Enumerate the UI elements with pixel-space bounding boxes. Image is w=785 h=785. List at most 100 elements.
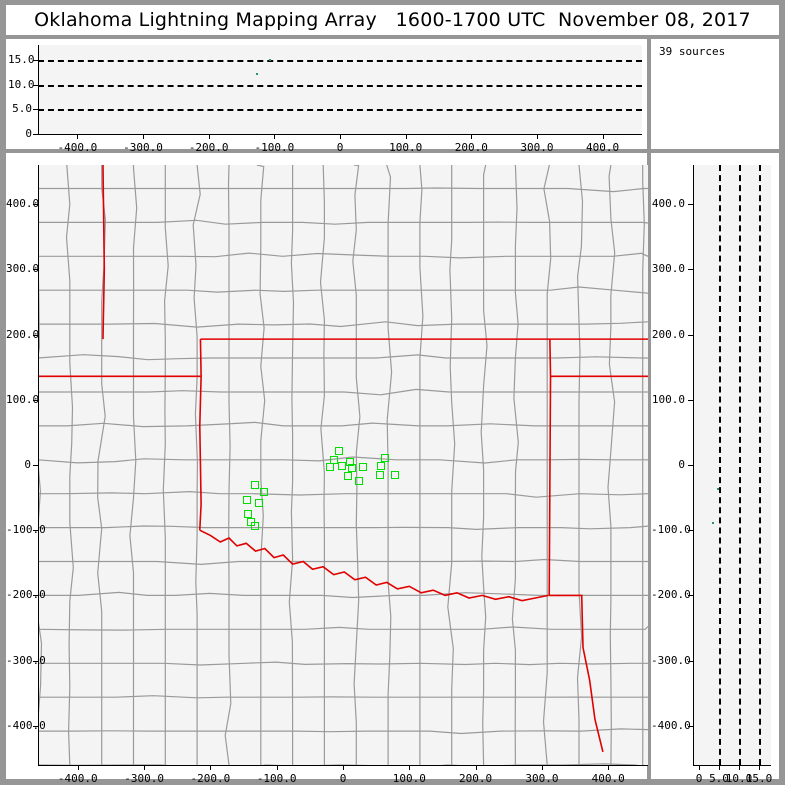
time-height-x-ticklabel: 0 bbox=[336, 141, 344, 154]
map-y-ticklabel: -400.0 bbox=[6, 718, 46, 732]
time-height-x-ticklabel: -200.0 bbox=[188, 141, 229, 154]
map-x-tick bbox=[276, 765, 278, 770]
map-x-tick bbox=[409, 765, 411, 770]
map-y-tick bbox=[33, 204, 38, 206]
map-y-ticklabel: -300.0 bbox=[6, 653, 46, 667]
height-east-gridline bbox=[759, 165, 761, 765]
map-x-tick bbox=[541, 765, 543, 770]
height-east-x-tick bbox=[739, 765, 740, 770]
time-height-x-tick bbox=[602, 134, 604, 139]
map-y-ticklabel: -100.0 bbox=[6, 523, 46, 537]
height-east-x-ticklabel: 5.0 bbox=[709, 772, 729, 785]
time-height-y-tick bbox=[33, 84, 38, 86]
height-east-plot-area[interactable] bbox=[693, 165, 771, 765]
map-y-ticklabel: -200.0 bbox=[6, 588, 46, 602]
time-height-source-point bbox=[255, 72, 258, 75]
height-east-y-tick bbox=[688, 595, 693, 597]
map-y-ticklabel: 400.0 bbox=[6, 197, 40, 211]
map-y-ticklabel: 100.0 bbox=[6, 392, 40, 406]
height-east-x-ticklabel: 10.0 bbox=[725, 772, 753, 785]
map-y-tick bbox=[33, 269, 38, 271]
map-x-ticklabel: 300.0 bbox=[525, 772, 559, 785]
time-height-source-point bbox=[269, 58, 272, 61]
map-source-marker bbox=[244, 509, 253, 518]
map-y-ticklabel: 0 bbox=[24, 458, 31, 471]
map-source-marker bbox=[380, 454, 389, 463]
time-height-x-ticklabel: -300.0 bbox=[123, 141, 163, 154]
height-east-y-tick bbox=[688, 399, 693, 401]
height-east-y-tick bbox=[688, 334, 693, 336]
title-bar: Oklahoma Lightning Mapping Array 1600-17… bbox=[6, 5, 779, 35]
map-x-tick bbox=[144, 765, 146, 770]
height-east-y-ticklabel: 300.0 bbox=[651, 262, 685, 276]
time-height-x-tick bbox=[208, 134, 210, 139]
height-east-source-point bbox=[712, 522, 715, 525]
height-east-gridline bbox=[719, 165, 721, 765]
state-border-red-river bbox=[199, 529, 549, 602]
height-east-source-point bbox=[717, 487, 720, 490]
map-source-marker bbox=[354, 477, 363, 486]
height-east-y-axis bbox=[693, 165, 694, 765]
map-y-tick bbox=[33, 465, 38, 466]
map-source-marker bbox=[254, 498, 263, 507]
map-x-tick bbox=[77, 765, 79, 770]
map-source-marker bbox=[358, 462, 367, 471]
height-east-y-ticklabel: -200.0 bbox=[651, 588, 691, 602]
time-height-x-tick bbox=[471, 134, 473, 139]
map-x-tick bbox=[608, 765, 610, 770]
time-height-y-ticklabel: 10.0 bbox=[8, 77, 35, 91]
map-y-tick bbox=[33, 530, 38, 532]
map-y-ticklabel: 300.0 bbox=[6, 262, 40, 276]
source-count-panel: 39 sources bbox=[651, 39, 779, 149]
time-height-y-tick bbox=[33, 59, 38, 61]
height-east-y-tick bbox=[688, 725, 693, 727]
height-east-x-tick bbox=[699, 765, 700, 770]
map-source-marker bbox=[250, 521, 259, 530]
map-y-tick bbox=[33, 725, 38, 727]
map-x-ticklabel: -200.0 bbox=[190, 772, 231, 785]
time-height-x-tick bbox=[77, 134, 79, 139]
time-height-x-tick bbox=[536, 134, 538, 139]
height-east-y-ticklabel: 400.0 bbox=[651, 197, 685, 211]
map-source-marker bbox=[326, 462, 335, 471]
map-source-marker bbox=[376, 462, 385, 471]
height-east-y-tick bbox=[688, 204, 693, 206]
height-east-panel[interactable]: -400.0 -300.0 -200.0 -100.0 0 100.0 200.0 300.0… bbox=[651, 153, 779, 785]
time-height-y-tick bbox=[33, 134, 38, 135]
time-height-gridline bbox=[38, 59, 642, 62]
map-panel[interactable]: -400.0 -300.0 -200.0 -100.0 0 100.0 200.0 300.0… bbox=[6, 153, 648, 785]
map-y-axis bbox=[38, 165, 39, 765]
map-plot-area[interactable] bbox=[38, 165, 648, 765]
map-borders bbox=[38, 165, 648, 765]
map-source-marker bbox=[335, 446, 344, 455]
time-height-x-tick bbox=[143, 134, 145, 139]
time-height-panel[interactable]: 0 5.0 10.0 15.0 -400.0 -300.0 -200.0 -100.0 0 100… bbox=[6, 39, 647, 154]
time-height-x-ticklabel: 100.0 bbox=[389, 141, 423, 154]
map-x-tick bbox=[343, 765, 344, 770]
map-x-ticklabel: -300.0 bbox=[124, 772, 164, 785]
map-source-marker bbox=[390, 471, 399, 480]
map-x-tick bbox=[210, 765, 212, 770]
map-x-tick bbox=[475, 765, 477, 770]
height-east-x-ticklabel: 0 bbox=[695, 772, 703, 785]
map-source-marker bbox=[260, 487, 269, 496]
map-source-marker bbox=[242, 495, 251, 504]
height-east-y-tick bbox=[688, 660, 693, 662]
height-east-x-tick bbox=[759, 765, 760, 770]
source-count-label: 39 sources bbox=[659, 45, 726, 58]
map-y-tick bbox=[33, 334, 38, 336]
time-height-plot-area[interactable] bbox=[38, 45, 642, 134]
map-source-marker bbox=[337, 462, 346, 471]
time-height-x-ticklabel: 300.0 bbox=[520, 141, 554, 154]
time-height-y-axis bbox=[38, 45, 39, 134]
time-height-x-ticklabel: 400.0 bbox=[586, 141, 620, 154]
height-east-y-ticklabel: 200.0 bbox=[651, 327, 685, 341]
map-y-ticklabel: 200.0 bbox=[6, 327, 40, 341]
page-title: Oklahoma Lightning Mapping Array 1600-17… bbox=[34, 9, 751, 31]
height-east-y-tick bbox=[688, 465, 693, 466]
height-east-gridline bbox=[739, 165, 741, 765]
time-height-y-ticklabel: 15.0 bbox=[8, 52, 35, 66]
time-height-x-tick bbox=[274, 134, 276, 139]
map-source-marker bbox=[343, 472, 352, 481]
height-east-y-ticklabel: 0 bbox=[678, 458, 685, 471]
